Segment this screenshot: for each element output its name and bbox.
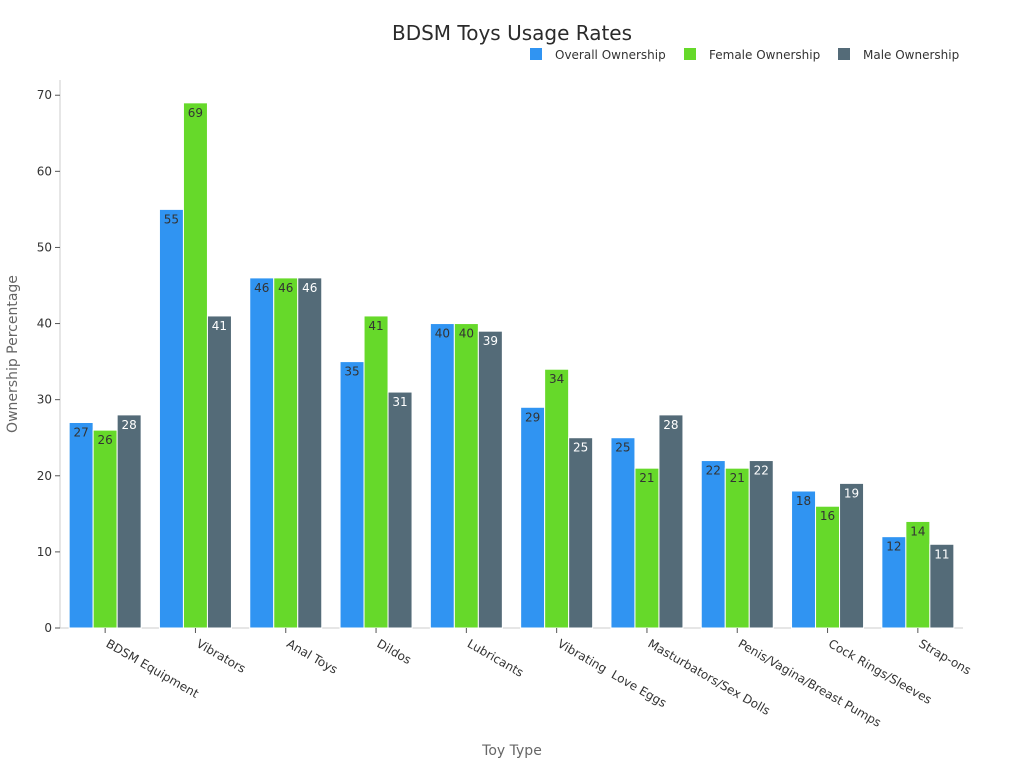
y-tick-label: 10	[37, 545, 52, 559]
bar-value-label: 18	[796, 494, 811, 508]
legend-swatch	[684, 48, 696, 60]
x-tick-label: Penis/Vagina/Breast Pumps	[736, 636, 884, 729]
bar-value-label: 46	[278, 281, 293, 295]
y-tick-label: 60	[37, 164, 52, 178]
bar[interactable]	[453, 323, 479, 629]
bar-value-label: 39	[483, 334, 498, 348]
bar-value-label: 28	[122, 418, 137, 432]
bar-value-label: 27	[74, 426, 89, 440]
bar[interactable]	[634, 467, 660, 629]
bar-value-label: 25	[573, 441, 588, 455]
x-tick-label: BDSM Equipment	[104, 636, 202, 700]
bar[interactable]	[544, 368, 570, 629]
bar[interactable]	[520, 406, 546, 629]
y-tick-label: 0	[44, 621, 52, 635]
bar[interactable]	[791, 490, 817, 629]
bar-value-label: 41	[212, 319, 227, 333]
bar-value-label: 14	[910, 524, 925, 538]
bar[interactable]	[839, 482, 865, 629]
bar[interactable]	[700, 460, 726, 629]
bar[interactable]	[568, 437, 594, 629]
chart-title: BDSM Toys Usage Rates	[392, 21, 632, 45]
bar-value-label: 35	[344, 365, 359, 379]
legend-label: Male Ownership	[863, 48, 959, 62]
bar[interactable]	[249, 277, 275, 629]
bar-value-label: 46	[254, 281, 269, 295]
bar-value-label: 22	[754, 464, 769, 478]
bar-value-label: 29	[525, 410, 540, 424]
bar-value-label: 46	[302, 281, 317, 295]
plot-area: 0 10 20 30 40 50 60 70 27 26 28 BDSM Equipment 55 69 4…	[37, 80, 974, 730]
bar[interactable]	[116, 414, 142, 629]
y-tick-label: 20	[37, 469, 52, 483]
bar-value-label: 40	[435, 327, 450, 341]
bar-value-label: 34	[549, 372, 564, 386]
bar[interactable]	[477, 330, 503, 629]
x-tick-label: Lubricants	[465, 636, 526, 679]
bar[interactable]	[158, 208, 184, 629]
bar[interactable]	[387, 391, 413, 629]
legend-swatch	[530, 48, 542, 60]
bar[interactable]	[881, 536, 907, 629]
bar[interactable]	[363, 315, 389, 629]
x-axis-label: Toy Type	[481, 743, 542, 759]
bar[interactable]	[724, 467, 750, 629]
bar-value-label: 55	[164, 212, 179, 226]
x-tick-label: Dildos	[375, 636, 414, 667]
bar-value-label: 69	[188, 106, 203, 120]
bar-value-label: 31	[392, 395, 407, 409]
y-tick-label: 50	[37, 240, 52, 254]
bar-value-label: 16	[820, 509, 835, 523]
bar[interactable]	[273, 277, 299, 629]
bar[interactable]	[297, 277, 323, 629]
y-tick-label: 70	[37, 88, 52, 102]
bar[interactable]	[182, 102, 208, 629]
bar[interactable]	[206, 315, 232, 629]
bar-value-label: 21	[730, 471, 745, 485]
bar[interactable]	[658, 414, 684, 629]
bar[interactable]	[929, 543, 955, 629]
bar[interactable]	[748, 460, 774, 629]
legend: Overall Ownership Female Ownership Male Ow…	[530, 48, 959, 62]
y-tick-label: 40	[37, 317, 52, 331]
bar-value-label: 12	[886, 540, 901, 554]
bar-value-label: 19	[844, 486, 859, 500]
x-tick-label: Anal Toys	[284, 636, 340, 676]
y-tick-label: 30	[37, 393, 52, 407]
legend-swatch	[838, 48, 850, 60]
bar[interactable]	[815, 505, 841, 629]
bar-value-label: 22	[706, 464, 721, 478]
y-axis-label: Ownership Percentage	[5, 275, 21, 433]
bar-value-label: 28	[663, 418, 678, 432]
x-tick-label: Vibrators	[194, 636, 248, 675]
legend-label: Overall Ownership	[555, 48, 666, 62]
bar-value-label: 26	[98, 433, 113, 447]
bar[interactable]	[610, 437, 636, 629]
bar[interactable]	[339, 361, 365, 629]
bar[interactable]	[92, 429, 118, 629]
x-tick-label: Strap-ons	[916, 636, 973, 677]
bar-value-label: 40	[459, 327, 474, 341]
legend-label: Female Ownership	[709, 48, 820, 62]
bar[interactable]	[429, 323, 455, 629]
bar-value-label: 21	[639, 471, 654, 485]
bar-value-label: 11	[934, 547, 949, 561]
bar-value-label: 41	[368, 319, 383, 333]
bar[interactable]	[68, 422, 94, 629]
bar-value-label: 25	[615, 441, 630, 455]
